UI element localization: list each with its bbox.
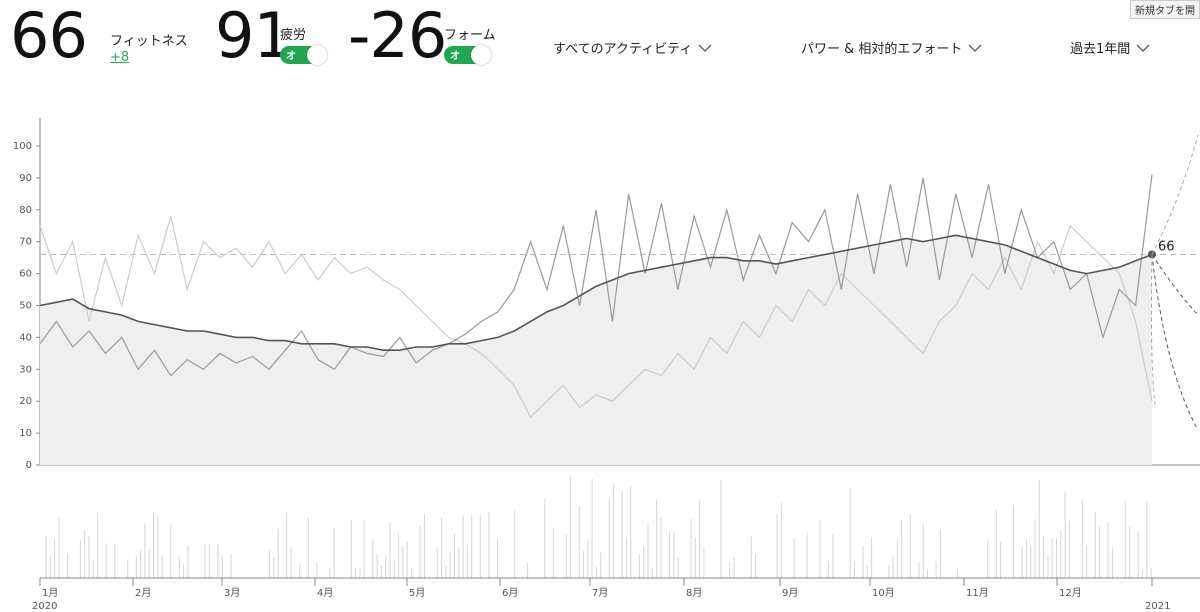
month-label: 5月: [409, 587, 425, 599]
y-tick-label: 90: [19, 173, 32, 184]
projection-line: [1150, 254, 1156, 406]
month-label: 11月: [966, 587, 989, 599]
y-tick-label: 100: [13, 141, 32, 152]
fitness-area: [40, 235, 1152, 465]
series-line: [39, 234, 1153, 352]
series-line: [39, 216, 1153, 419]
fitness-delta[interactable]: +8: [110, 50, 130, 65]
period-label: 過去1年間: [1070, 42, 1131, 57]
month-label: 4月: [317, 587, 333, 599]
fatigue-toggle-label: オ: [286, 51, 296, 62]
y-tick-label: 40: [19, 332, 32, 343]
y-tick-label: 10: [19, 428, 32, 439]
projection-line: [1151, 254, 1199, 316]
fatigue-toggle[interactable]: オ: [280, 45, 327, 65]
metric-label: パワー & 相対的エフォート: [801, 42, 963, 57]
end-point-label: 66: [1158, 239, 1175, 254]
fitness-label: フィットネス: [110, 34, 188, 49]
metric-dropdown[interactable]: パワー & 相対的エフォート: [801, 38, 982, 57]
activity-type-dropdown[interactable]: すべてのアクティビティ: [553, 38, 712, 57]
y-tick-label: 50: [19, 301, 32, 312]
month-label: 8月: [686, 587, 702, 599]
chevron-down-icon: [698, 44, 712, 52]
fatigue-label: 疲労: [280, 28, 307, 43]
form-toggle[interactable]: オ: [444, 45, 491, 65]
series-line: [39, 174, 1153, 377]
projection-line: [1151, 134, 1199, 255]
fatigue-value: 91: [215, 0, 293, 72]
month-label: 2月: [135, 587, 151, 599]
y-tick-label: 80: [19, 205, 32, 216]
y-tick-label: 0: [26, 460, 32, 471]
chevron-down-icon: [968, 44, 982, 52]
toggle-knob: [307, 45, 327, 65]
activity-type-label: すべてのアクティビティ: [553, 42, 693, 57]
form-toggle-label: オ: [450, 51, 460, 62]
month-label: 12月: [1059, 587, 1082, 599]
y-tick-label: 20: [19, 396, 32, 407]
month-label: 9月: [782, 587, 798, 599]
form-label: フォーム: [444, 28, 496, 43]
month-label: 3月: [224, 587, 240, 599]
y-tick-label: 30: [19, 364, 32, 375]
chevron-down-icon: [1136, 44, 1150, 52]
period-dropdown[interactable]: 過去1年間: [1070, 38, 1150, 57]
y-tick-label: 60: [19, 269, 32, 280]
fitness-value: 66: [10, 0, 88, 72]
month-label: 6月: [502, 587, 518, 599]
month-label: 7月: [592, 587, 608, 599]
form-value: -26: [348, 0, 447, 72]
year-end-label: 2021: [1145, 601, 1170, 612]
projection-line: [1151, 254, 1199, 431]
year-start-label: 2020: [32, 601, 57, 612]
toggle-knob: [471, 45, 491, 65]
month-label: 1月: [42, 587, 58, 599]
month-label: 10月: [872, 587, 895, 599]
y-tick-label: 70: [19, 237, 32, 248]
